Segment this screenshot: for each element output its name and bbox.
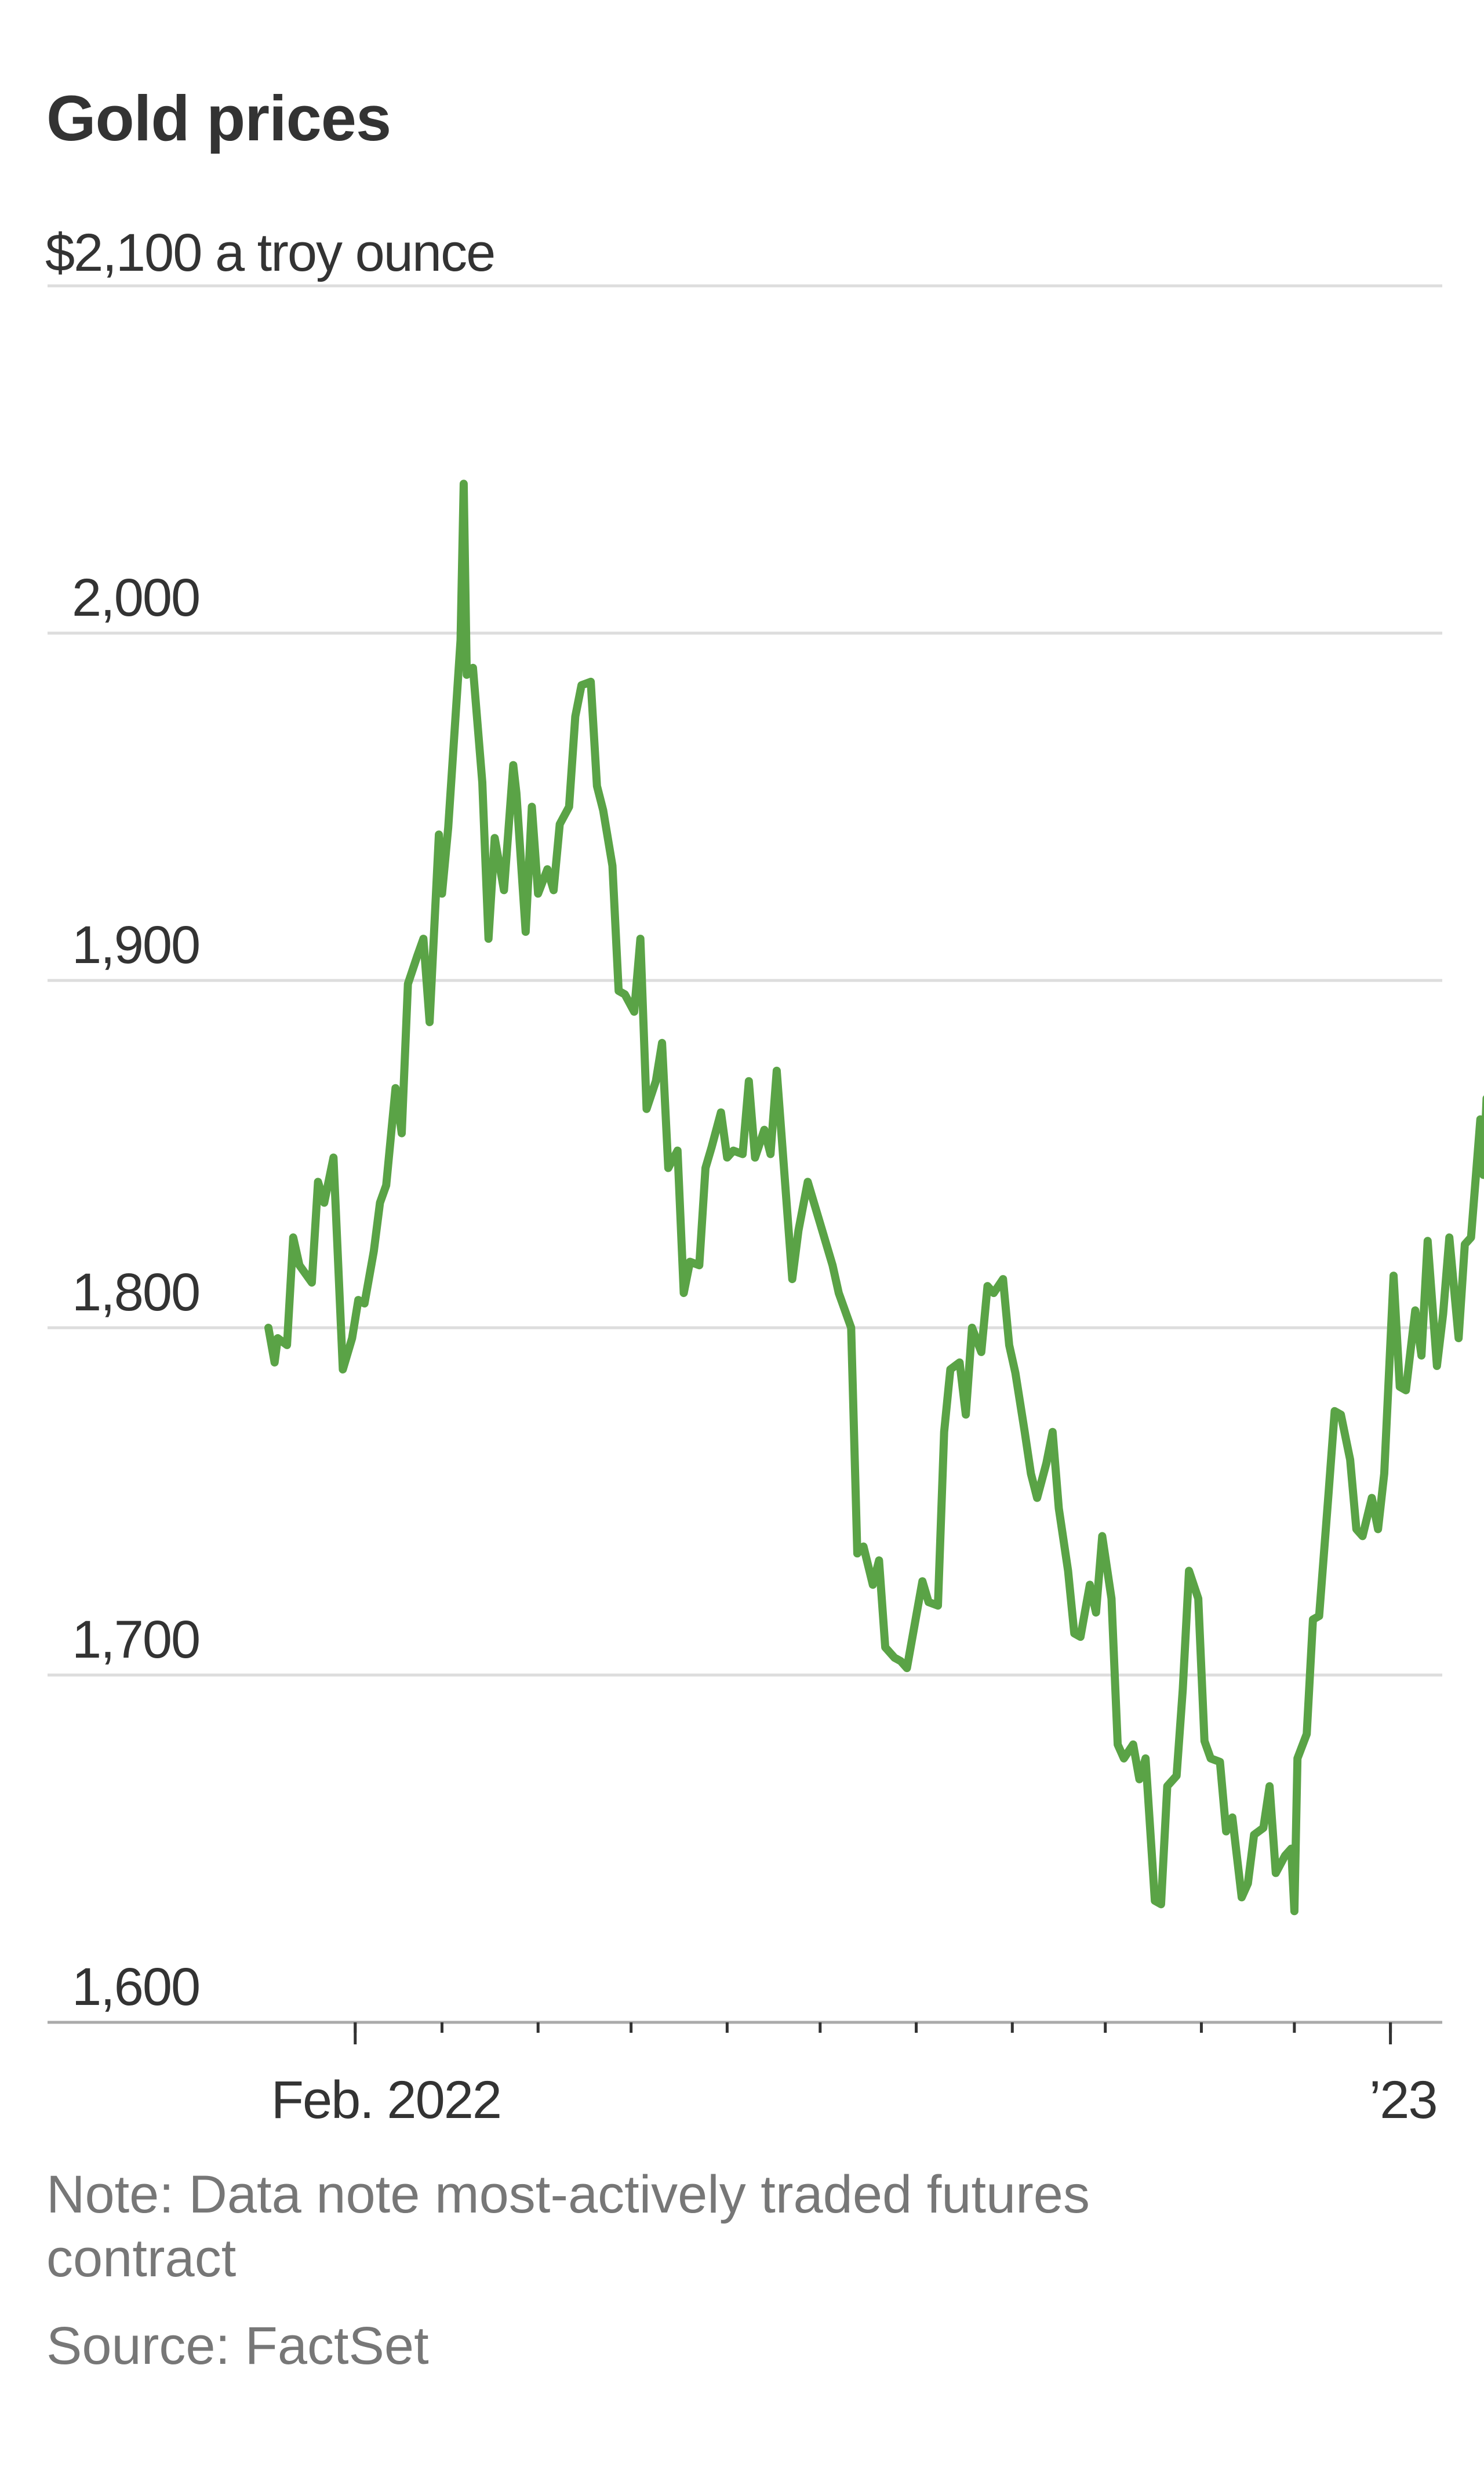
chart-title: Gold prices [46,83,391,154]
series-layer [264,479,1484,1916]
y-tick-label: 2,000 [72,568,199,627]
y-tick-label: 1,700 [72,1610,199,1669]
x-tick-label: ’23 [1369,2070,1437,2130]
gridlines [48,284,1442,2024]
note-line-1: Note: Data note most-actively traded fut… [46,2165,1090,2224]
chart-note: Note: Data note most-actively traded fut… [46,2163,1380,2291]
y-tick-labels: 2,000 1,900 1,800 1,700 1,600 [72,568,201,2017]
x-axis: Feb. 2022 ’23 [271,2022,1438,2130]
y-tick-label: 1,900 [72,916,199,975]
y-axis-unit-label: $2,100 a troy ounce [45,223,496,282]
x-tick-label: Feb. 2022 [271,2070,501,2130]
y-tick-label: 1,800 [72,1263,199,1322]
gold-price-chart: 2,000 1,900 1,800 1,700 1,600 Feb. 2022 ’23 [48,284,1484,2130]
y-tick-label: 1,600 [72,1957,199,2017]
chart-source: Source: FactSet [46,2316,429,2375]
note-line-2: contract [46,2229,237,2288]
price-line [264,479,1484,1916]
